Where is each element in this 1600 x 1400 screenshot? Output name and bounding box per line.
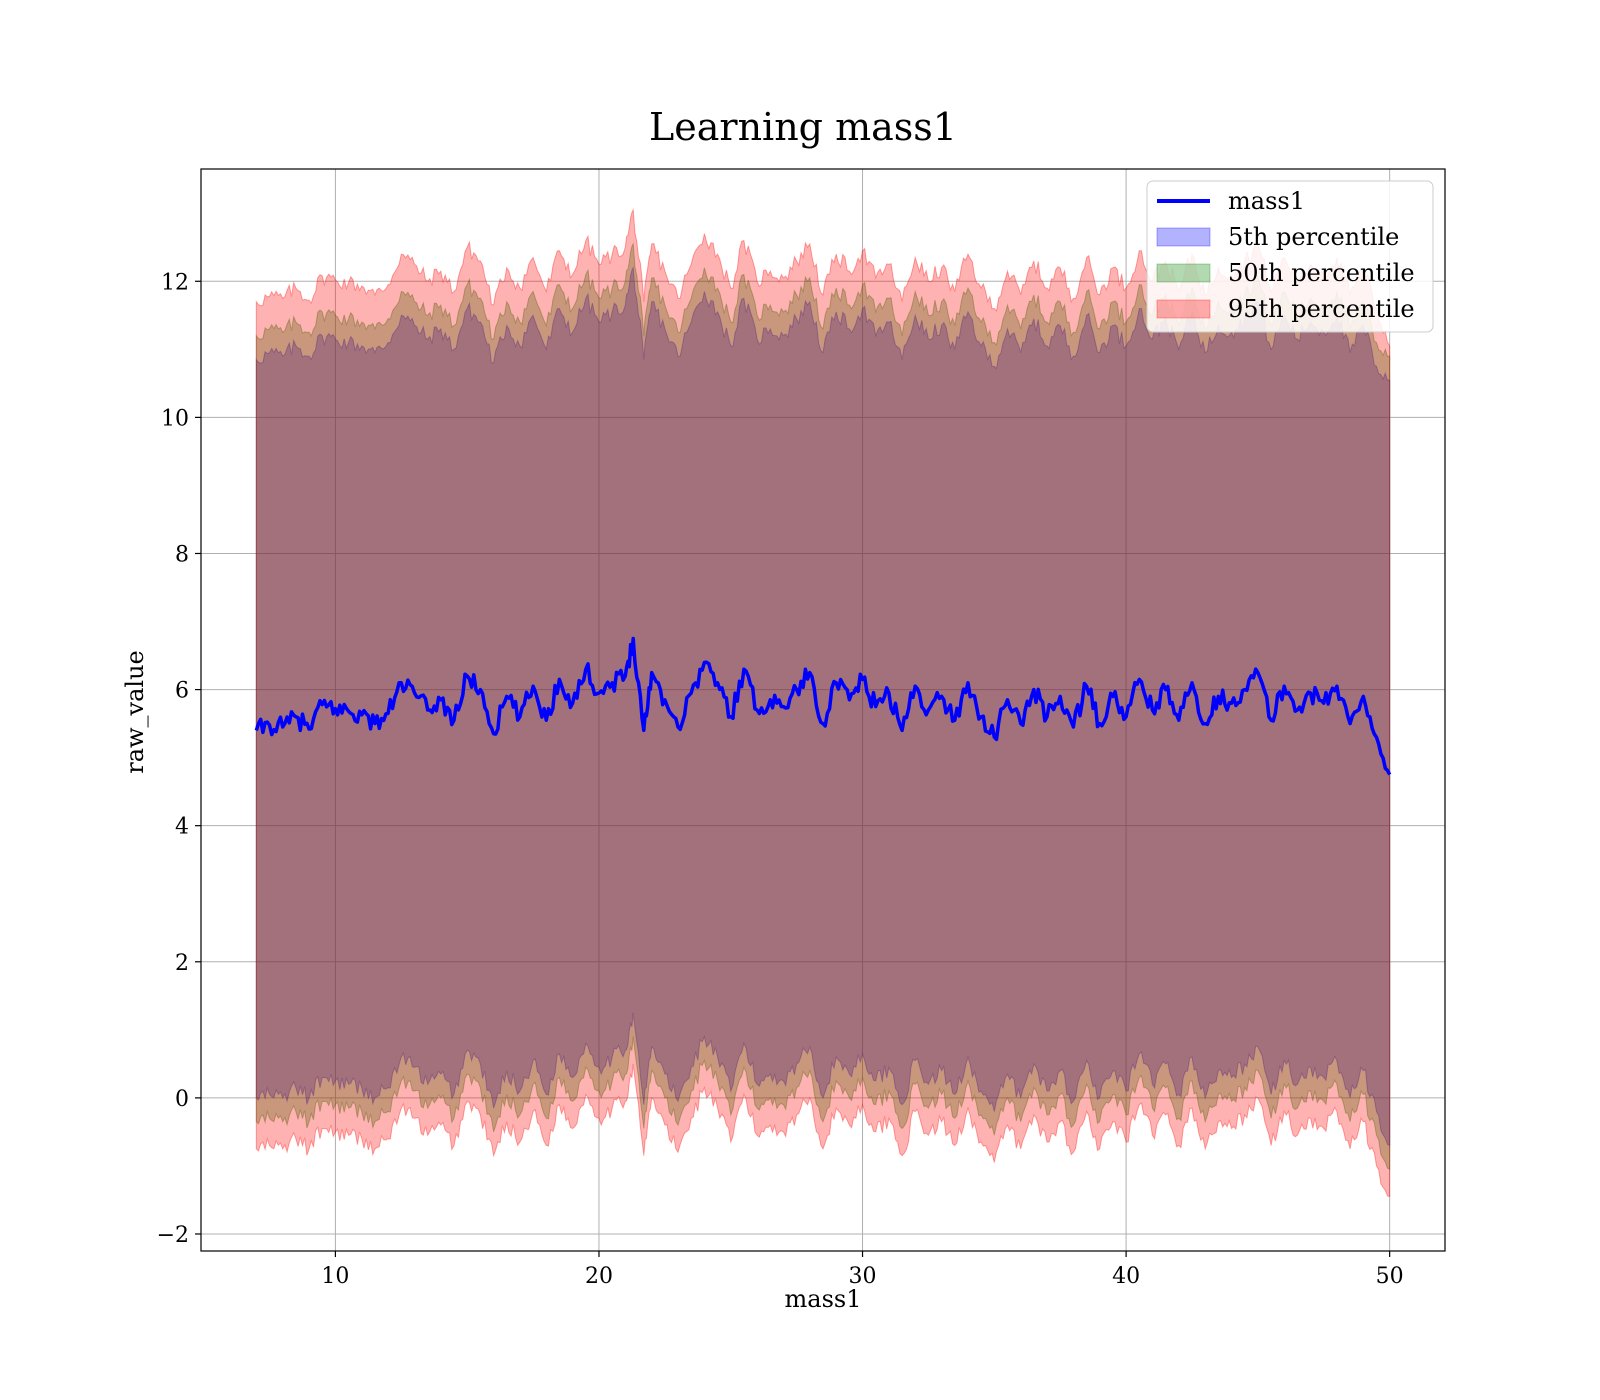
plot-frame xyxy=(200,168,1446,1252)
legend-swatch-95th-percentile xyxy=(1156,299,1211,319)
x-tick-label: 10 xyxy=(321,1264,349,1289)
y-tick-label: 8 xyxy=(175,542,189,567)
y-tick-label: 12 xyxy=(161,270,189,295)
band-50th-percentile xyxy=(255,242,1391,1171)
y-tick-label: 4 xyxy=(175,815,189,840)
band-5th-percentile xyxy=(255,265,1391,1147)
x-axis-label: mass1 xyxy=(785,1285,862,1313)
y-tick-label: 10 xyxy=(161,406,189,431)
legend-label-5th-percentile: 5th percentile xyxy=(1228,223,1399,251)
chart-title: Learning mass1 xyxy=(649,105,957,149)
series-lines xyxy=(254,636,1392,776)
y-tick-label: 2 xyxy=(175,951,189,976)
x-tick-label: 30 xyxy=(849,1264,877,1289)
legend-label-95th-percentile: 95th percentile xyxy=(1228,295,1415,323)
y-axis-label: raw_value xyxy=(121,650,149,774)
legend-label-mass1: mass1 xyxy=(1228,187,1305,215)
x-axis-ticks: 10 20 30 40 50 xyxy=(321,1251,1404,1289)
x-tick-label: 40 xyxy=(1112,1264,1140,1289)
x-tick-label: 20 xyxy=(585,1264,613,1289)
y-axis-ticks: −2 0 2 4 6 8 10 12 xyxy=(157,270,201,1248)
y-tick-label: 0 xyxy=(175,1087,189,1112)
grid-lines xyxy=(201,169,1445,1251)
x-tick-label: 50 xyxy=(1376,1264,1404,1289)
band-95th-percentile xyxy=(255,207,1391,1198)
legend-box xyxy=(1146,180,1434,333)
legend: mass1 5th percentile 50th percentile 95t… xyxy=(1146,180,1434,333)
y-tick-label: 6 xyxy=(175,679,189,704)
series-line-mass1 xyxy=(254,636,1392,776)
percentile-bands xyxy=(255,207,1391,1198)
legend-swatch-5th-percentile xyxy=(1156,227,1211,247)
legend-swatch-50th-percentile xyxy=(1156,263,1211,283)
legend-label-50th-percentile: 50th percentile xyxy=(1228,259,1415,287)
y-tick-label: −2 xyxy=(157,1223,189,1248)
